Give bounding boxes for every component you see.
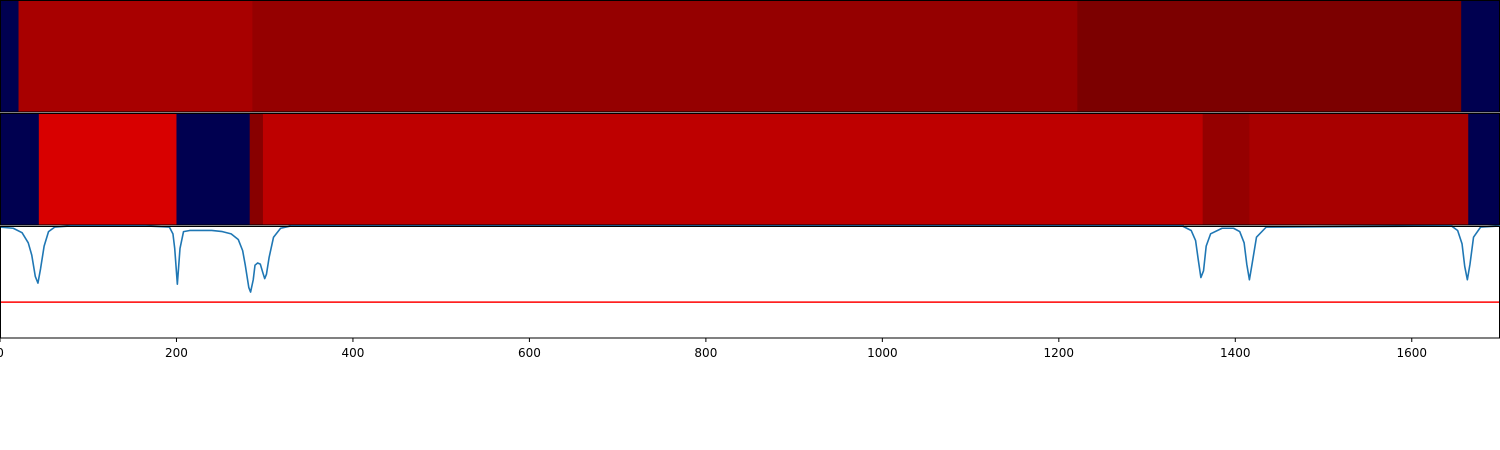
x-tick-label: 0	[0, 346, 4, 360]
line-plot-background	[0, 226, 1500, 338]
x-tick-label: 800	[694, 346, 717, 360]
heatmap-strip-top	[0, 1, 1500, 112]
x-tick-label: 1600	[1396, 346, 1427, 360]
x-tick-label: 400	[341, 346, 364, 360]
x-tick-label: 600	[518, 346, 541, 360]
heat-segment-middle-6	[1249, 114, 1469, 225]
heat-segment-middle-3	[249, 114, 264, 225]
heatmap-strip-middle	[0, 114, 1500, 225]
heat-segment-middle-7	[1468, 114, 1500, 225]
x-tick-label: 1000	[867, 346, 898, 360]
x-tick-label: 200	[165, 346, 188, 360]
x-tick-label: 1200	[1044, 346, 1075, 360]
heat-segment-top-2	[252, 1, 1078, 112]
x-tick-label: 1400	[1220, 346, 1251, 360]
heat-segment-top-1	[18, 1, 253, 112]
heat-segment-top-3	[1077, 1, 1462, 112]
line-plot	[0, 225, 1500, 339]
heat-segment-middle-1	[38, 114, 177, 225]
heat-segment-middle-4	[262, 114, 1204, 225]
heat-segment-middle-2	[176, 114, 251, 225]
heat-segment-middle-0	[0, 114, 40, 225]
heat-segment-top-4	[1461, 1, 1500, 112]
heat-segment-middle-5	[1202, 114, 1250, 225]
x-axis: 0 200 400 600 800 1000 1200 1400 1600	[0, 338, 1427, 360]
heat-segment-top-0	[0, 1, 20, 112]
